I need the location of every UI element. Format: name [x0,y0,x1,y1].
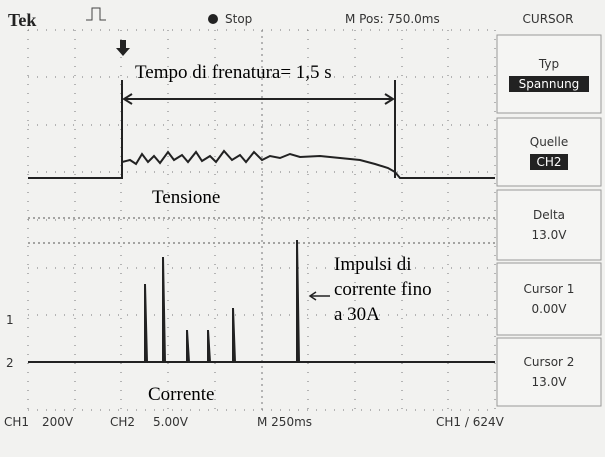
pulses-label: a 30A [334,304,380,325]
menu-value: 13.0V [532,375,568,389]
ch2-label: CH2 [110,415,135,429]
ch1-scale: 200V [42,415,74,429]
voltage-label: Tensione [152,187,220,208]
menu-value: 0.00V [532,302,568,316]
ch2-scale: 5.00V [153,415,189,429]
channel-marker: 2 [6,356,14,370]
menu-label: Cursor 2 [524,355,575,369]
menu-label: Quelle [530,135,568,149]
braking-time-label: Tempo di frenatura= 1,5 s [135,62,332,83]
menu-button [497,263,601,335]
menu-title: CURSOR [523,12,574,26]
acquisition-state: Stop [225,12,252,26]
pulses-label: corrente fino [334,279,432,300]
timebase: M 250ms [257,415,312,429]
menu-value: CH2 [536,155,561,169]
pulses-label: Impulsi di [334,254,412,275]
trigger-level: CH1 / 624V [436,415,505,429]
channel-marker: 1 [6,313,14,327]
horizontal-position: M Pos: 750.0ms [345,12,440,26]
menu-value: Spannung [519,77,580,91]
side-menu: Typ Spannung Quelle CH2 Delta 13.0V Cursor 1 0.… [497,35,601,406]
run-indicator [208,14,218,24]
menu-label: Cursor 1 [524,282,575,296]
menu-button [497,35,601,113]
menu-button [497,118,601,186]
brand: Tek [8,10,36,30]
oscilloscope-screen: Tek Stop M Pos: 750.0ms CURSOR Typ Spannu… [0,0,605,457]
menu-button [497,190,601,260]
current-label: Corrente [148,384,214,405]
menu-button [497,338,601,406]
menu-value: 13.0V [532,228,568,242]
menu-label: Typ [538,57,559,71]
ch1-label: CH1 [4,415,29,429]
menu-label: Delta [533,208,565,222]
